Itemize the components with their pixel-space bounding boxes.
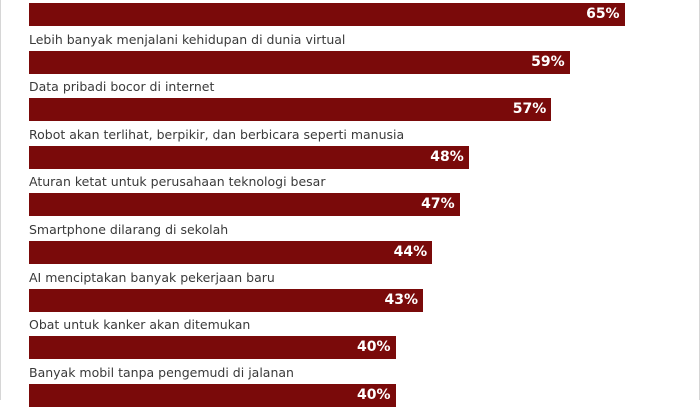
category-label: Obat untuk kanker akan ditemukan (29, 317, 251, 333)
value-label: 40% (357, 339, 391, 356)
value-label: 40% (357, 386, 391, 403)
category-label: Lebih banyak menjalani kehidupan di duni… (29, 31, 346, 47)
bar: 40% (29, 336, 396, 360)
bar: 57% (29, 98, 552, 122)
value-label: 47% (421, 196, 455, 213)
category-label: Data pribadi bocor di internet (29, 79, 215, 95)
value-label: 65% (586, 6, 620, 22)
bar: 47% (29, 193, 460, 217)
category-label: AI menciptakan banyak pekerjaan baru (29, 269, 275, 285)
bar: 44% (29, 241, 433, 264)
value-label: 57% (512, 101, 547, 118)
category-label: Smartphone dilarang di sekolah (29, 222, 229, 237)
value-label: 48% (430, 148, 464, 165)
bar: 59% (29, 50, 570, 74)
value-label: 44% (393, 244, 428, 260)
category-label: Robot akan terlihat, berpikir, dan berbi… (29, 126, 405, 142)
category-label: Banyak mobil tanpa pengemudi di jalanan (29, 364, 294, 380)
bar: 65% (29, 3, 625, 26)
bar: 48% (29, 145, 469, 169)
category-label: Aturan ketat untuk perusahaan teknologi … (29, 174, 326, 190)
bar: 40% (29, 383, 396, 407)
bar: 43% (29, 288, 423, 312)
frame-left-border (0, 0, 1, 400)
value-label: 59% (531, 53, 565, 70)
value-label: 43% (384, 291, 418, 308)
